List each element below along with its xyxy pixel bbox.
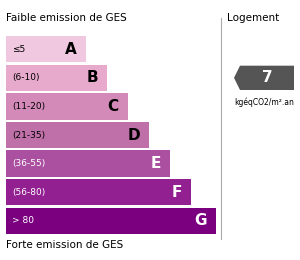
Text: (11-20): (11-20): [12, 102, 45, 111]
Text: > 80: > 80: [12, 216, 34, 225]
Bar: [6, 151, 170, 177]
Bar: [6, 208, 216, 234]
Bar: [6, 65, 107, 91]
Text: ≤5: ≤5: [12, 45, 25, 54]
Text: Forte emission de GES: Forte emission de GES: [6, 240, 123, 250]
Text: E: E: [150, 156, 161, 171]
Text: (6-10): (6-10): [12, 73, 40, 82]
Text: A: A: [65, 42, 77, 57]
Text: G: G: [194, 213, 207, 228]
Text: F: F: [171, 185, 182, 200]
Text: B: B: [86, 70, 98, 85]
Text: 7: 7: [262, 70, 272, 85]
Text: kgéqCO2/m².an: kgéqCO2/m².an: [234, 98, 294, 107]
Bar: [6, 179, 191, 205]
Polygon shape: [234, 66, 294, 90]
Bar: [6, 122, 149, 148]
Text: Logement: Logement: [226, 13, 279, 23]
Text: (56-80): (56-80): [12, 188, 45, 197]
Text: (36-55): (36-55): [12, 159, 45, 168]
Text: D: D: [127, 128, 140, 142]
Bar: [6, 36, 86, 62]
Text: C: C: [108, 99, 119, 114]
Text: Faible emission de GES: Faible emission de GES: [6, 13, 127, 23]
Bar: [6, 93, 128, 120]
Text: (21-35): (21-35): [12, 131, 45, 140]
